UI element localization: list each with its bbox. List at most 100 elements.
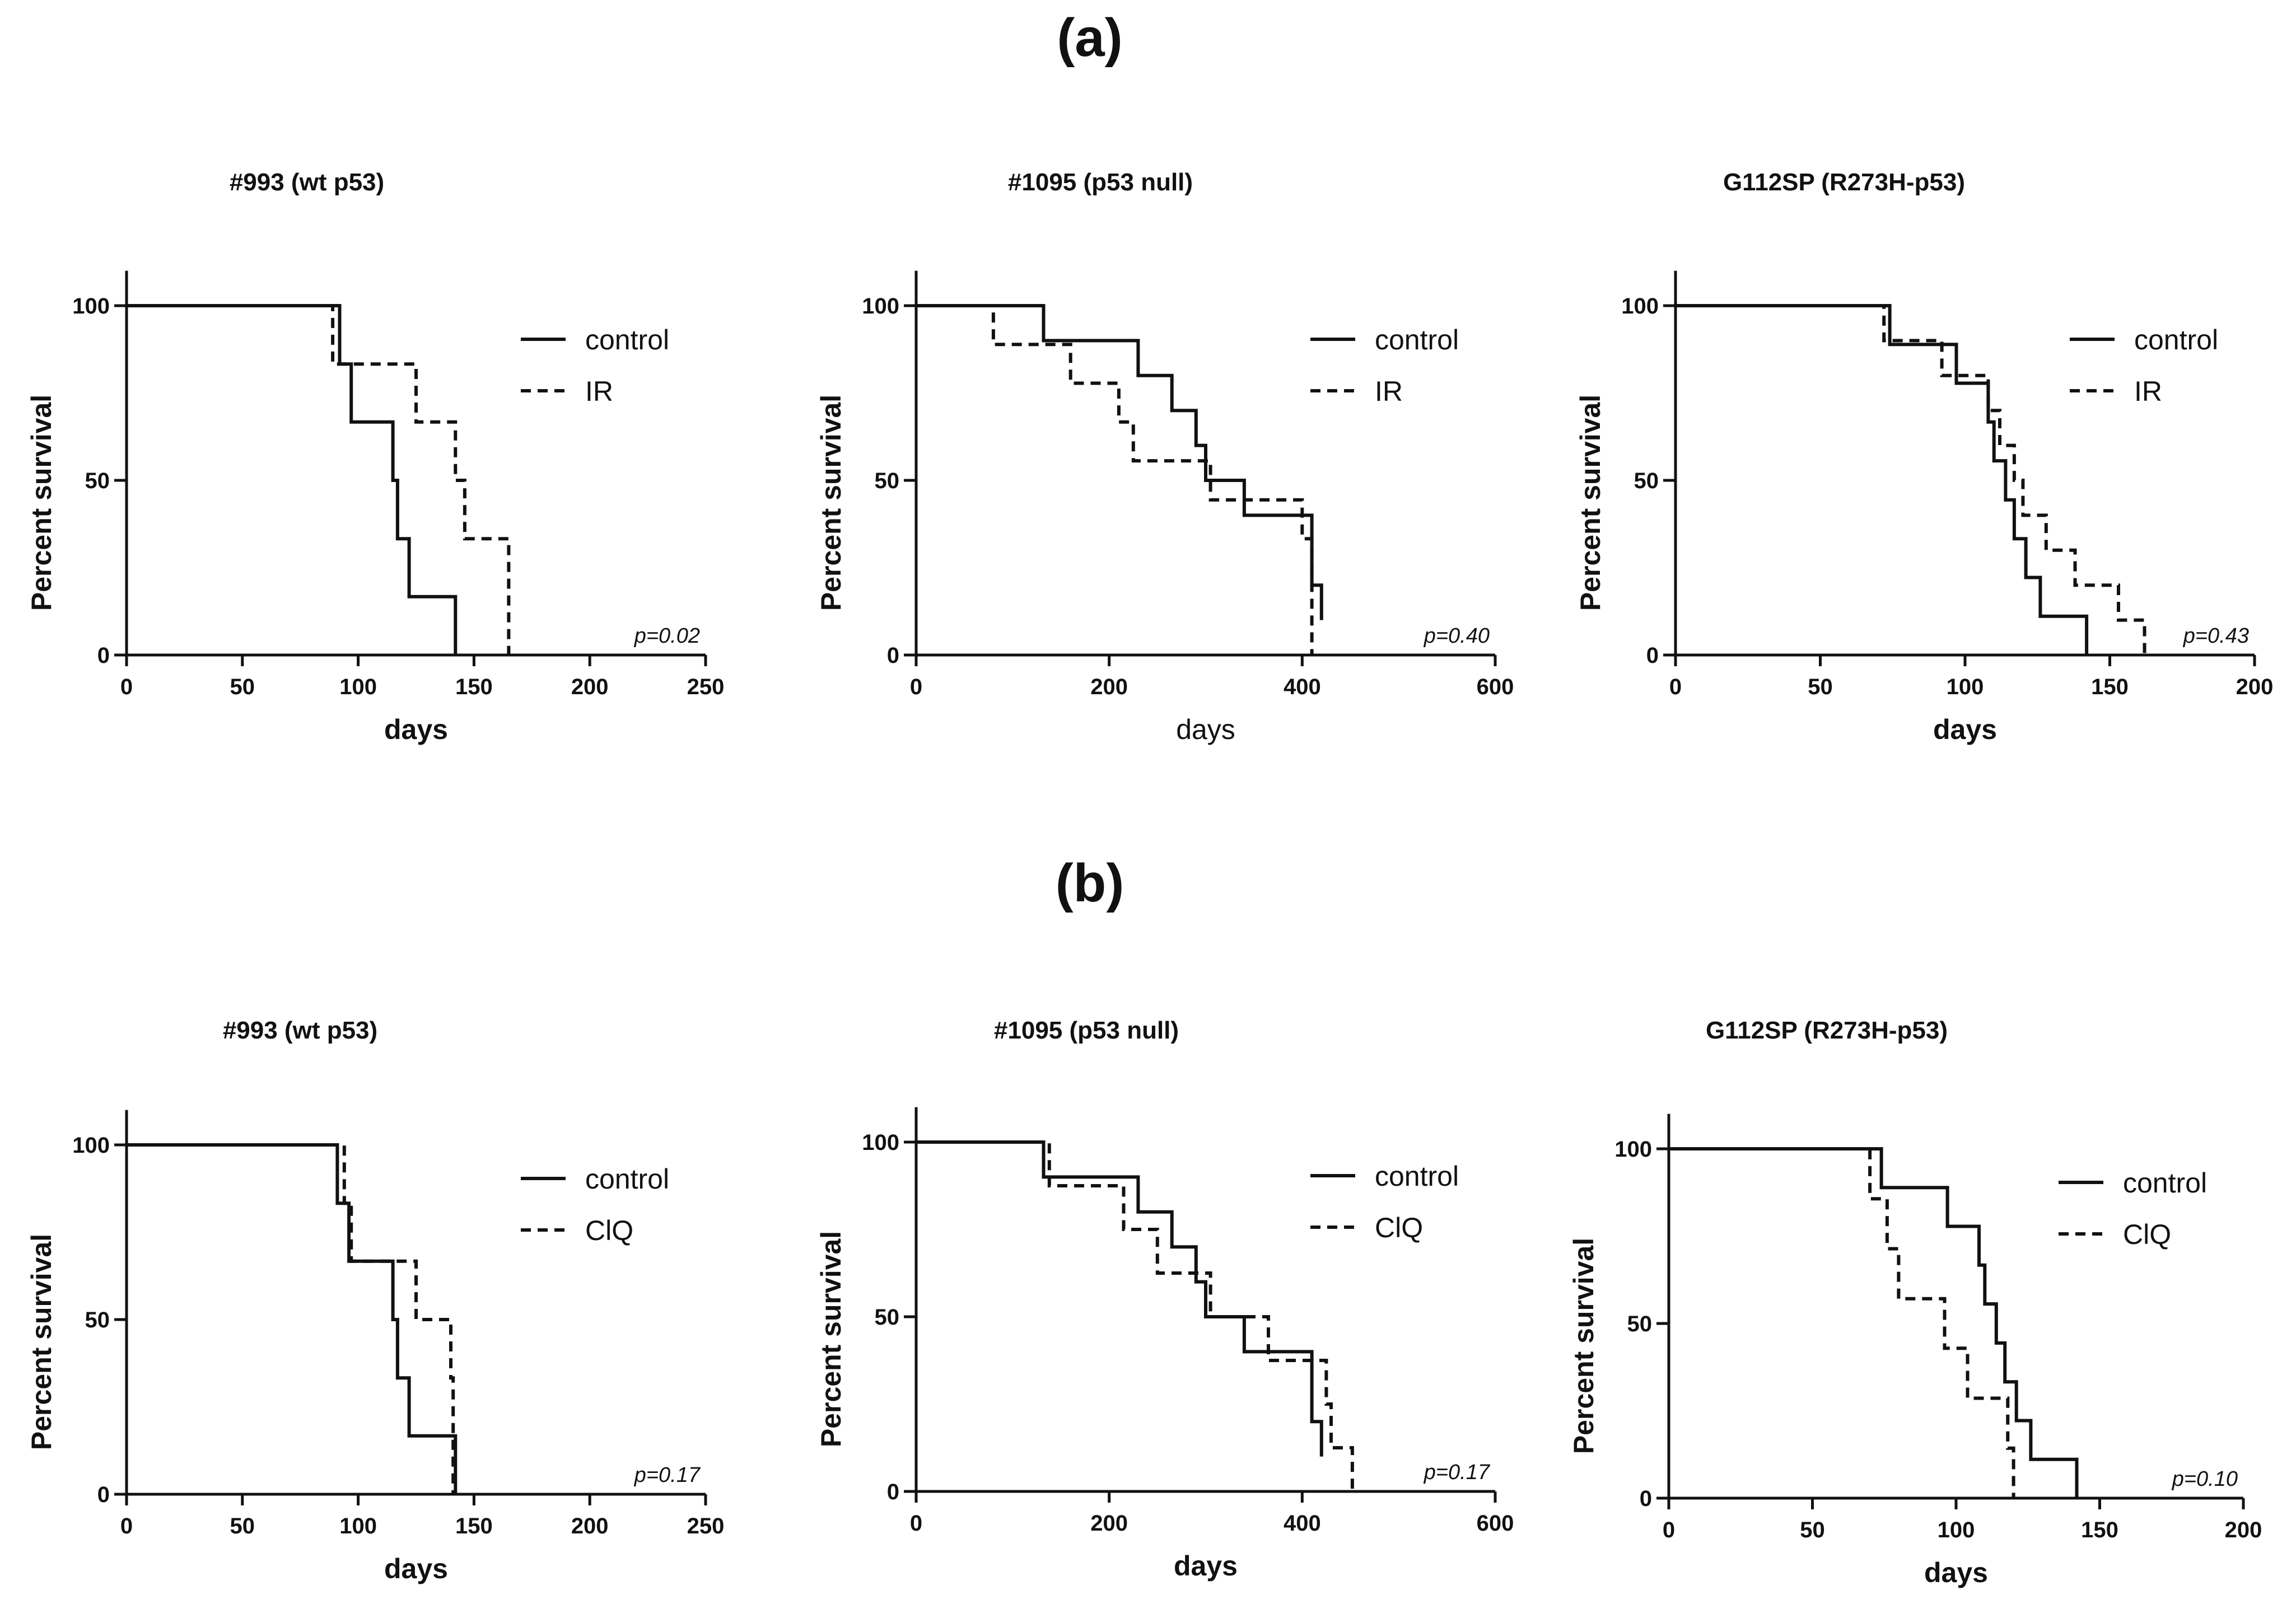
y-tick-label: 50 [1627, 1312, 1653, 1336]
y-tick-label: 0 [1640, 1486, 1652, 1511]
x-tick-label: 100 [339, 675, 377, 699]
x-axis-label: days [384, 1553, 448, 1584]
chart-title: #1095 (p53 null) [1008, 169, 1193, 196]
x-tick-label: 200 [571, 675, 609, 699]
chart-4: #993 (wt p53) 0 50 100 0 50 100 150 200 250 days Pe… [26, 1017, 724, 1584]
legend-label-ir: IR [585, 376, 613, 407]
y-tick-label: 50 [875, 1305, 900, 1330]
x-tick-label: 0 [910, 1511, 922, 1536]
y-tick-label: 50 [85, 469, 110, 493]
series-line-control [1676, 304, 2089, 655]
legend-label-control: control [585, 1163, 669, 1195]
x-tick-label: 400 [1284, 1511, 1321, 1536]
legend-label-control: control [2134, 324, 2218, 356]
legend-label-control: control [585, 324, 669, 356]
x-tick-label: 400 [1284, 675, 1321, 699]
x-tick-label: 50 [1808, 675, 1833, 699]
x-tick-label: 50 [230, 1514, 255, 1538]
x-tick-label: 150 [455, 675, 493, 699]
x-tick-label: 150 [455, 1514, 493, 1538]
y-tick-label: 50 [1634, 469, 1659, 493]
x-tick-label: 100 [1938, 1518, 1975, 1542]
series-line-clq [127, 1143, 455, 1494]
panel-label-b: (b) [1056, 853, 1124, 913]
x-tick-label: 200 [1090, 1511, 1128, 1536]
x-tick-label: 250 [687, 675, 725, 699]
legend-label-clq: ClQ [585, 1215, 633, 1246]
x-axis-label: days [1933, 714, 1997, 745]
legend-label-control: control [1375, 324, 1459, 356]
y-tick-label: 100 [1621, 294, 1659, 319]
x-tick-label: 50 [230, 675, 255, 699]
series-line-control [1669, 1147, 2079, 1498]
x-tick-label: 100 [339, 1514, 377, 1538]
x-tick-label: 0 [1669, 675, 1682, 699]
legend-label-clq: ClQ [1375, 1212, 1423, 1243]
chart-title: #993 (wt p53) [230, 169, 384, 196]
y-axis-label: Percent survival [815, 1231, 847, 1447]
y-tick-label: 50 [875, 469, 900, 493]
chart-2: #1095 (p53 null) 0 50 100 0 200 400 600 days Perc… [815, 169, 1514, 745]
chart-1: #993 (wt p53) 0 50 100 0 50 100 150 200 250 days Pe… [26, 169, 724, 745]
y-axis-label: Percent survival [1575, 395, 1606, 611]
chart-5: #1095 (p53 null) 0 50 100 0 200 400 600 days Perc… [815, 1017, 1514, 1582]
x-tick-label: 150 [2091, 675, 2129, 699]
legend-label-ir: IR [2134, 376, 2162, 407]
chart-title: #993 (wt p53) [223, 1017, 377, 1044]
p-value-label: p=0.17 [634, 1463, 701, 1487]
x-tick-label: 0 [120, 675, 133, 699]
series-line-ir [1676, 304, 2146, 655]
y-tick-label: 50 [85, 1308, 110, 1332]
p-value-label: p=0.02 [634, 624, 700, 648]
y-axis-label: Percent survival [1568, 1238, 1599, 1454]
p-value-label: p=0.10 [2172, 1467, 2238, 1491]
chart-6: G112SP (R273H-p53) 0 50 100 0 50 100 150 200 days… [1568, 1017, 2262, 1588]
y-tick-label: 100 [862, 294, 899, 319]
panel-label-a: (a) [1057, 8, 1122, 68]
x-axis-label: days [1174, 1550, 1238, 1582]
survival-plots: #993 (wt p53) 0 50 100 0 50 100 150 200 250 days Pe… [26, 169, 2273, 1588]
series-line-control [916, 1140, 1323, 1457]
legend-label-clq: ClQ [2123, 1219, 2171, 1250]
x-tick-label: 0 [120, 1514, 133, 1538]
y-axis-label: Percent survival [26, 1234, 57, 1450]
y-tick-label: 100 [1614, 1137, 1652, 1162]
y-tick-label: 0 [97, 643, 110, 668]
y-tick-label: 0 [887, 1480, 899, 1504]
chart-title: G112SP (R273H-p53) [1706, 1017, 1948, 1044]
series-line-clq [1669, 1147, 2015, 1498]
legend-label-ir: IR [1375, 376, 1403, 407]
x-tick-label: 150 [2081, 1518, 2118, 1542]
y-axis-label: Percent survival [26, 395, 57, 611]
x-tick-label: 600 [1477, 675, 1514, 699]
y-axis-label: Percent survival [815, 395, 847, 611]
series-line-ir [127, 304, 511, 655]
series-line-clq [916, 1140, 1354, 1491]
y-tick-label: 0 [1646, 643, 1659, 668]
x-tick-label: 200 [2225, 1518, 2262, 1542]
x-tick-label: 200 [1090, 675, 1128, 699]
y-tick-label: 100 [72, 1133, 110, 1158]
series-line-control [127, 1143, 458, 1494]
x-axis-label: days [384, 714, 448, 745]
x-tick-label: 200 [2236, 675, 2274, 699]
p-value-label: p=0.17 [1424, 1461, 1491, 1484]
y-tick-label: 100 [72, 294, 110, 319]
x-axis-label: days [1176, 714, 1235, 745]
y-tick-label: 0 [97, 1482, 110, 1507]
x-tick-label: 50 [1800, 1518, 1825, 1542]
chart-title: #1095 (p53 null) [994, 1017, 1179, 1044]
legend-label-control: control [2123, 1167, 2207, 1199]
y-tick-label: 100 [862, 1130, 899, 1155]
x-tick-label: 0 [910, 675, 922, 699]
chart-title: G112SP (R273H-p53) [1723, 169, 1965, 196]
x-tick-label: 200 [571, 1514, 609, 1538]
chart-3: G112SP (R273H-p53) 0 50 100 0 50 100 150 200 days… [1575, 169, 2273, 745]
x-tick-label: 250 [687, 1514, 725, 1538]
p-value-label: p=0.40 [1424, 624, 1490, 648]
x-tick-label: 100 [1947, 675, 1984, 699]
y-tick-label: 0 [887, 643, 899, 668]
x-axis-label: days [1924, 1557, 1988, 1588]
